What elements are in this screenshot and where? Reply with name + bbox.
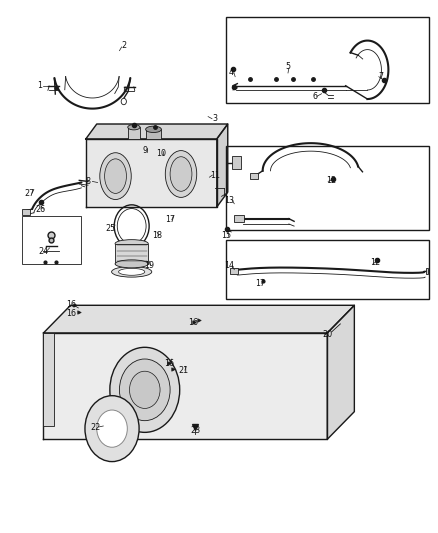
- Text: 23: 23: [190, 426, 200, 435]
- Text: 12: 12: [326, 176, 336, 185]
- Circle shape: [120, 359, 170, 421]
- Text: 5: 5: [285, 62, 290, 71]
- Bar: [43, 333, 54, 426]
- Bar: [146, 130, 161, 139]
- Polygon shape: [43, 305, 354, 333]
- Text: 22: 22: [91, 423, 101, 432]
- Ellipse shape: [115, 260, 148, 268]
- Bar: [230, 268, 238, 274]
- Ellipse shape: [115, 240, 148, 248]
- Text: 21: 21: [178, 366, 188, 375]
- Bar: [21, 216, 81, 264]
- Bar: [226, 17, 428, 103]
- Bar: [115, 244, 148, 264]
- Bar: [226, 240, 428, 300]
- Text: 4: 4: [228, 68, 233, 77]
- Text: 24: 24: [39, 247, 49, 256]
- Text: 9: 9: [142, 146, 147, 155]
- Text: 25: 25: [106, 224, 116, 233]
- Text: 16: 16: [67, 309, 76, 318]
- Text: 15: 15: [221, 231, 231, 240]
- Ellipse shape: [165, 151, 197, 197]
- Ellipse shape: [100, 153, 131, 199]
- Circle shape: [97, 410, 127, 447]
- Ellipse shape: [128, 125, 140, 130]
- Bar: [21, 208, 29, 215]
- Circle shape: [110, 348, 180, 432]
- Text: 16: 16: [67, 300, 76, 309]
- Bar: [251, 173, 258, 179]
- Bar: [226, 147, 428, 230]
- Circle shape: [130, 371, 160, 408]
- Text: 16: 16: [188, 318, 198, 327]
- Circle shape: [121, 98, 127, 104]
- Text: 18: 18: [152, 231, 162, 240]
- Text: 17: 17: [165, 215, 175, 224]
- Ellipse shape: [112, 266, 152, 277]
- Circle shape: [85, 395, 139, 462]
- Text: 11: 11: [211, 171, 220, 180]
- Text: 16: 16: [164, 359, 174, 368]
- Text: 26: 26: [36, 205, 46, 214]
- Text: 6: 6: [313, 92, 318, 101]
- Text: 13: 13: [225, 196, 234, 205]
- Text: 12: 12: [370, 258, 380, 266]
- Ellipse shape: [146, 126, 161, 133]
- Polygon shape: [86, 139, 217, 207]
- Text: 7: 7: [379, 71, 384, 80]
- Bar: [232, 157, 241, 169]
- Polygon shape: [327, 305, 354, 439]
- Polygon shape: [43, 333, 327, 439]
- Text: 27: 27: [24, 189, 34, 198]
- Text: 17: 17: [255, 279, 265, 288]
- Bar: [128, 127, 140, 139]
- Text: 3: 3: [212, 114, 217, 123]
- Ellipse shape: [105, 159, 127, 193]
- Text: 8: 8: [85, 177, 91, 186]
- Polygon shape: [86, 124, 228, 139]
- Polygon shape: [217, 124, 228, 207]
- Text: 2: 2: [121, 41, 127, 50]
- Text: 19: 19: [144, 261, 154, 270]
- Text: 1: 1: [38, 81, 42, 90]
- Bar: [234, 215, 244, 222]
- Text: 20: 20: [322, 330, 332, 339]
- Text: 10: 10: [156, 149, 166, 158]
- Ellipse shape: [119, 268, 145, 275]
- Bar: [426, 268, 427, 274]
- Ellipse shape: [170, 157, 192, 191]
- Text: 14: 14: [225, 261, 234, 270]
